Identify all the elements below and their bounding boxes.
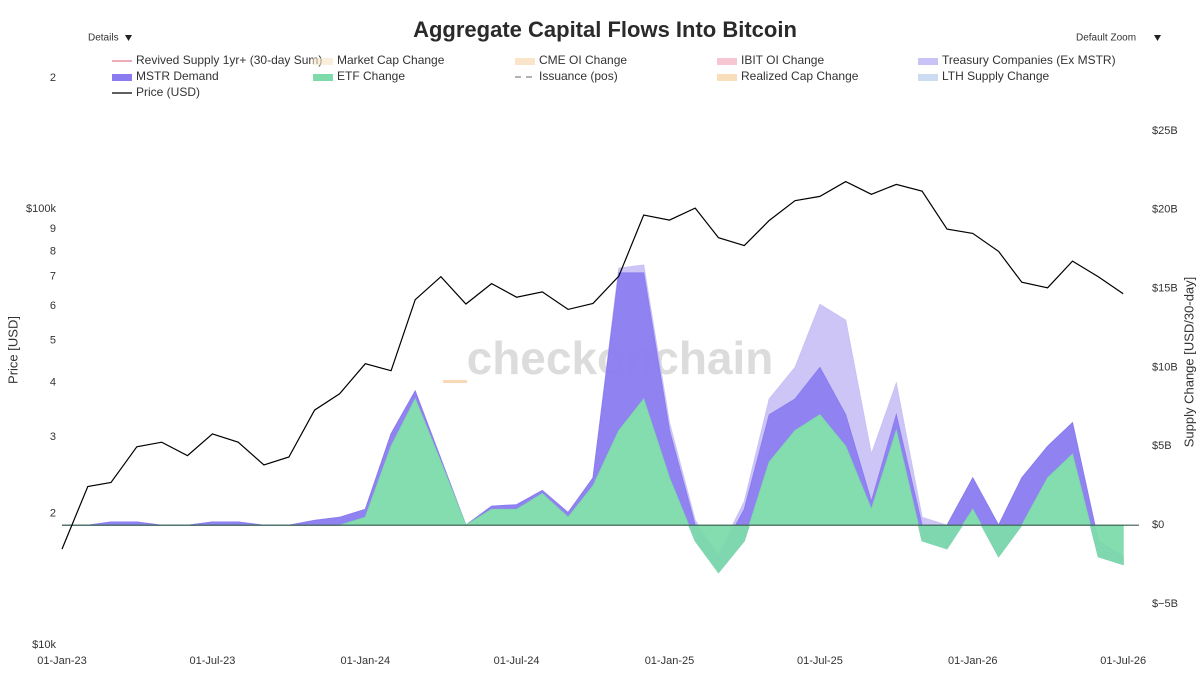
legend-label: Revived Supply 1yr+ (30-day Sum) bbox=[136, 53, 322, 67]
details-arrow[interactable] bbox=[125, 35, 132, 41]
legend-label: Price (USD) bbox=[136, 85, 200, 99]
area-band bbox=[62, 272, 1124, 574]
y2-tick-label: $0 bbox=[1152, 519, 1164, 531]
x-tick-label: 01-Jan-26 bbox=[948, 655, 998, 667]
legend-label: Issuance (pos) bbox=[539, 69, 618, 83]
watermark-accent bbox=[443, 380, 467, 383]
y-tick-label: 2 bbox=[50, 72, 56, 84]
legend-label: Realized Cap Change bbox=[741, 69, 859, 83]
y-tick-label: $10k bbox=[32, 639, 56, 651]
legend-label: MSTR Demand bbox=[136, 69, 219, 83]
legend-label: Market Cap Change bbox=[337, 53, 445, 67]
y-tick-label: 4 bbox=[50, 377, 56, 389]
zoom-arrow[interactable] bbox=[1154, 35, 1161, 41]
y-tick-label: 9 bbox=[50, 223, 56, 235]
x-tick-label: 01-Jul-26 bbox=[1100, 655, 1146, 667]
legend-swatch bbox=[918, 74, 938, 81]
y-tick-label: 7 bbox=[50, 271, 56, 283]
legend-swatch bbox=[717, 74, 737, 81]
zoom-menu[interactable]: Default Zoom bbox=[1076, 33, 1136, 44]
x-tick-label: 01-Jul-25 bbox=[797, 655, 843, 667]
legend-swatch bbox=[918, 58, 938, 65]
x-tick-label: 01-Jan-23 bbox=[37, 655, 87, 667]
y-tick-label: 2 bbox=[50, 508, 56, 520]
legend-label: Treasury Companies (Ex MSTR) bbox=[942, 53, 1116, 67]
legend-label: LTH Supply Change bbox=[942, 69, 1050, 83]
legend-label: IBIT OI Change bbox=[741, 53, 824, 67]
y2-tick-label: $20B bbox=[1152, 204, 1178, 216]
legend-label: ETF Change bbox=[337, 69, 405, 83]
price-line bbox=[61, 180, 1124, 550]
y-tick-label: 3 bbox=[50, 431, 56, 443]
y-axis-title: Price [USD] bbox=[5, 316, 20, 384]
y2-tick-label: $−5B bbox=[1152, 598, 1178, 610]
y2-tick-label: $10B bbox=[1152, 361, 1178, 373]
y-tick-label: 5 bbox=[50, 334, 56, 346]
y-tick-label: $100k bbox=[26, 203, 56, 215]
y2-axis-title: Supply Change [USD/30-day] bbox=[1181, 277, 1196, 448]
legend-label: CME OI Change bbox=[539, 53, 627, 67]
y-tick-label: 6 bbox=[50, 300, 56, 312]
legend-swatch bbox=[515, 58, 535, 65]
legend: Revived Supply 1yr+ (30-day Sum) Market C… bbox=[112, 53, 1116, 99]
x-tick-label: 01-Jan-24 bbox=[341, 655, 391, 667]
plot-area bbox=[61, 180, 1139, 574]
details-menu[interactable]: Details bbox=[88, 33, 119, 44]
area-band bbox=[62, 397, 1124, 574]
y2-tick-label: $5B bbox=[1152, 440, 1172, 452]
legend-swatch bbox=[313, 58, 333, 65]
legend-swatch bbox=[313, 74, 333, 81]
x-tick-label: 01-Jan-25 bbox=[645, 655, 695, 667]
legend-swatch bbox=[112, 74, 132, 81]
chart-title: Aggregate Capital Flows Into Bitcoin bbox=[413, 17, 797, 42]
y-tick-label: 8 bbox=[50, 245, 56, 257]
y2-tick-label: $15B bbox=[1152, 283, 1178, 295]
x-tick-label: 01-Jul-24 bbox=[494, 655, 540, 667]
legend-swatch bbox=[717, 58, 737, 65]
y2-tick-label: $25B bbox=[1152, 125, 1178, 137]
x-tick-label: 01-Jul-23 bbox=[189, 655, 235, 667]
